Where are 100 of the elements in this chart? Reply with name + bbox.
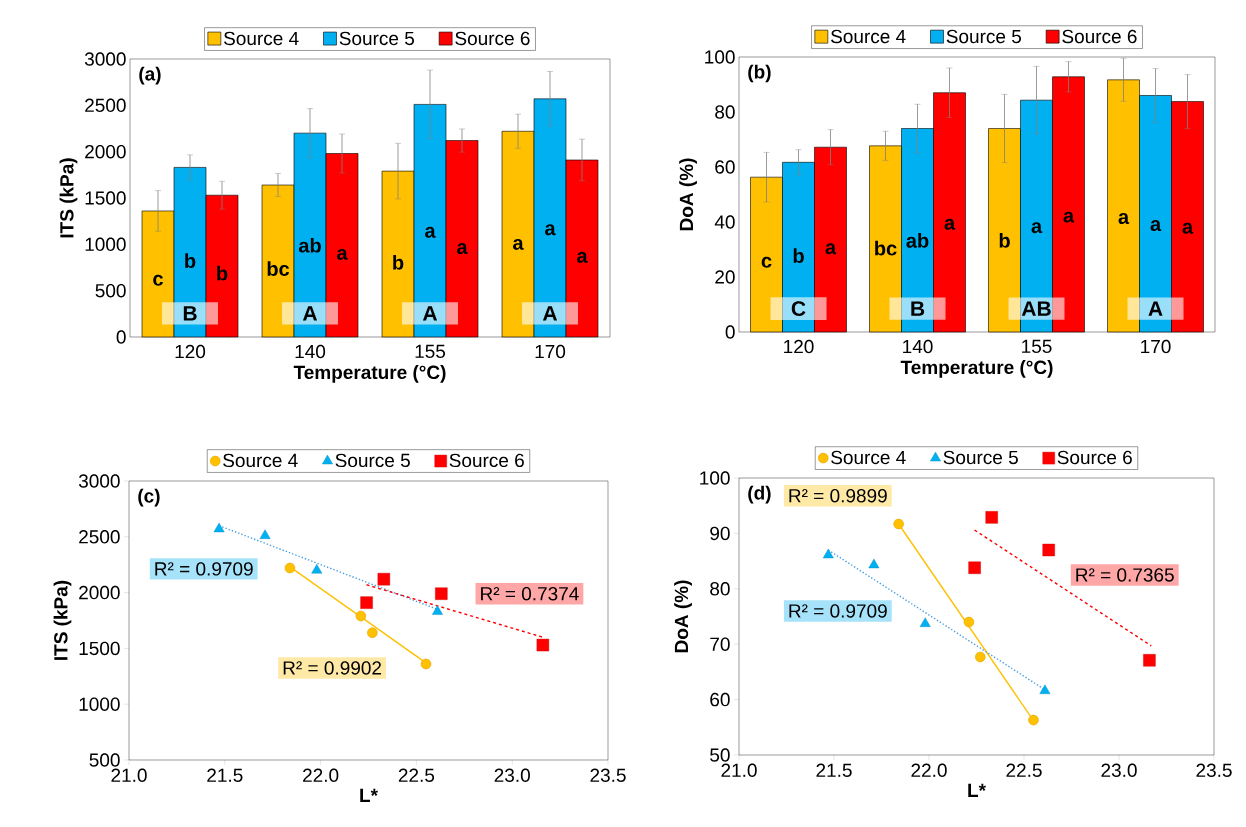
point: [968, 561, 981, 574]
y-tick-label: 0: [116, 330, 126, 344]
x-tick-label: 23.0: [1101, 763, 1137, 777]
y-tick-label: 80: [710, 582, 730, 596]
annotation: B: [183, 306, 197, 321]
y-tick-label: 0: [725, 325, 735, 339]
x-tick-label: 22.5: [398, 768, 435, 782]
point: [893, 518, 904, 530]
point: [259, 529, 271, 539]
y-tick-label: 80: [715, 105, 735, 119]
point: [975, 651, 986, 663]
x-tick-label: 23.5: [1196, 763, 1232, 777]
y-tick-label: 100: [700, 471, 730, 485]
annotation: C: [791, 301, 806, 317]
annotation: R² = 0.7374: [481, 586, 579, 601]
legend-label: Source 5: [335, 453, 410, 468]
x-tick-label: 170: [1141, 339, 1171, 354]
point: [360, 596, 373, 609]
data-label: a: [1118, 213, 1130, 224]
y-tick-label: 2000: [85, 144, 126, 159]
data-label: a: [457, 243, 468, 255]
data-label: a: [337, 248, 348, 260]
x-tick-label: 155: [1022, 339, 1052, 354]
y-tick-label: 2500: [85, 98, 126, 113]
annotation: R² = 0.9709: [789, 604, 887, 618]
data-label: b: [217, 265, 228, 281]
chart-title: (d): [748, 485, 771, 504]
x-tick-label: 22.5: [1006, 763, 1042, 777]
x-tick-label: 21.5: [816, 763, 852, 777]
legend-label: Source 4: [224, 31, 299, 46]
point: [1042, 543, 1055, 557]
data-label: a: [1150, 220, 1162, 232]
y-tick-label: 50: [710, 748, 730, 762]
x-axis-title: L*: [360, 788, 378, 802]
annotation: AB: [1021, 301, 1051, 316]
data-label: a: [944, 218, 956, 230]
point: [377, 573, 391, 586]
data-label: a: [577, 251, 588, 263]
y-tick-label: 3000: [78, 474, 120, 488]
chart-title: (b): [748, 64, 771, 83]
point: [284, 562, 296, 574]
point: [822, 548, 834, 559]
annotation: R² = 0.9709: [155, 562, 253, 576]
data-label: a: [825, 243, 837, 255]
y-tick-label: 70: [710, 637, 730, 651]
x-tick-label: 23.5: [590, 768, 626, 782]
data-label: a: [1182, 222, 1194, 234]
y-tick-label: 60: [715, 160, 735, 174]
y-tick-label: 90: [710, 526, 730, 541]
legend-label: Source 4: [831, 29, 906, 44]
point: [963, 616, 975, 628]
x-tick-label: 22.0: [303, 768, 339, 782]
y-tick-label: 1000: [79, 697, 120, 711]
x-tick-label: 21.0: [111, 768, 147, 782]
data-label: a: [1031, 222, 1043, 234]
y-tick-label: 3000: [84, 52, 126, 66]
data-label: ab: [298, 237, 321, 253]
legend-label: Source 6: [449, 453, 524, 468]
y-tick-label: 1500: [79, 641, 120, 656]
y-tick-label: 500: [95, 283, 126, 298]
x-tick-label: 22.0: [911, 763, 947, 777]
data-label: bc: [875, 240, 897, 256]
legend-label: Source 6: [1057, 450, 1132, 465]
x-tick-label: 21.0: [721, 763, 757, 777]
point: [536, 638, 550, 652]
legend-label: Source 4: [223, 453, 298, 468]
chart-title: (c): [138, 488, 160, 507]
data-label: a: [513, 238, 524, 250]
data-label: b: [185, 253, 196, 269]
legend-label: Source 6: [455, 31, 530, 46]
point: [919, 617, 931, 627]
legend-label: Source 5: [339, 31, 415, 46]
point: [432, 605, 443, 615]
point: [435, 587, 448, 600]
y-tick-label: 1500: [85, 191, 126, 205]
x-tick-label: 140: [903, 339, 933, 354]
point: [311, 564, 323, 574]
y-tick-label: 500: [89, 753, 120, 767]
annotation: A: [422, 306, 438, 321]
x-tick-label: 21.5: [207, 768, 243, 782]
point: [1039, 684, 1051, 694]
data-label: a: [545, 224, 556, 236]
chart-title: (a): [139, 66, 161, 85]
point: [1028, 714, 1039, 726]
point: [213, 522, 225, 533]
legend-label: Source 5: [946, 29, 1022, 44]
x-tick-label: 140: [295, 344, 326, 359]
data-label: b: [999, 233, 1010, 248]
point: [420, 658, 432, 670]
x-tick-label: 120: [175, 344, 206, 359]
data-label: b: [393, 255, 404, 270]
annotation: A: [542, 306, 558, 321]
annotation: R² = 0.7365: [1076, 568, 1174, 582]
x-axis-title: Temperature (°C): [900, 360, 1053, 378]
legend-label: Source 5: [943, 450, 1018, 465]
annotation: R² = 0.9899: [789, 489, 887, 503]
data-label: c: [153, 274, 163, 286]
y-tick-label: 20: [715, 270, 735, 284]
point: [355, 610, 367, 622]
annotation: A: [302, 306, 318, 321]
